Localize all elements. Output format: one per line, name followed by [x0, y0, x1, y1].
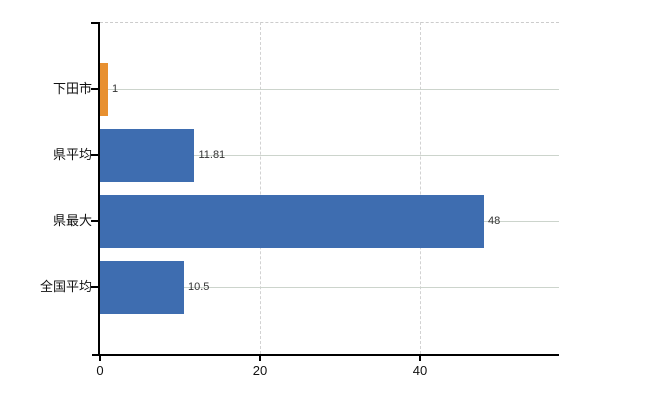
y-axis-end-tick [91, 22, 98, 24]
plot-top-border [100, 22, 559, 23]
y-tick-mark [91, 88, 98, 90]
category-label: 県平均 [52, 147, 92, 162]
bar-value-label: 11.81 [198, 149, 226, 161]
x-tick-label: 40 [412, 363, 428, 378]
bar [100, 62, 108, 116]
category-label: 全国平均 [39, 279, 92, 294]
y-tick-mark [91, 286, 98, 288]
bar-value-label: 48 [488, 215, 501, 227]
plot-area: 0 20 40 下田市 1 県平均 11.81 県最大 48 全国平均 10.5 [40, 22, 559, 378]
bar-value-label: 10.5 [188, 281, 210, 293]
category-label: 下田市 [52, 81, 92, 96]
bar [100, 128, 195, 182]
x-tick-mark [419, 354, 421, 361]
horizontal-gridline [100, 155, 559, 156]
bar [100, 194, 484, 248]
horizontal-gridline [100, 89, 559, 90]
x-tick-mark [259, 354, 261, 361]
x-tick-label: 0 [96, 363, 104, 378]
bar [100, 260, 184, 314]
x-tick-mark [99, 354, 101, 361]
y-tick-mark [91, 220, 98, 222]
vertical-gridline [260, 22, 261, 354]
x-axis [92, 354, 559, 356]
horizontal-gridline [100, 287, 559, 288]
bar-value-label: 1 [112, 83, 119, 95]
x-tick-label: 20 [252, 363, 268, 378]
category-label: 県最大 [52, 213, 92, 228]
vertical-gridline [420, 22, 421, 354]
y-axis [98, 22, 100, 354]
y-tick-mark [91, 154, 98, 156]
